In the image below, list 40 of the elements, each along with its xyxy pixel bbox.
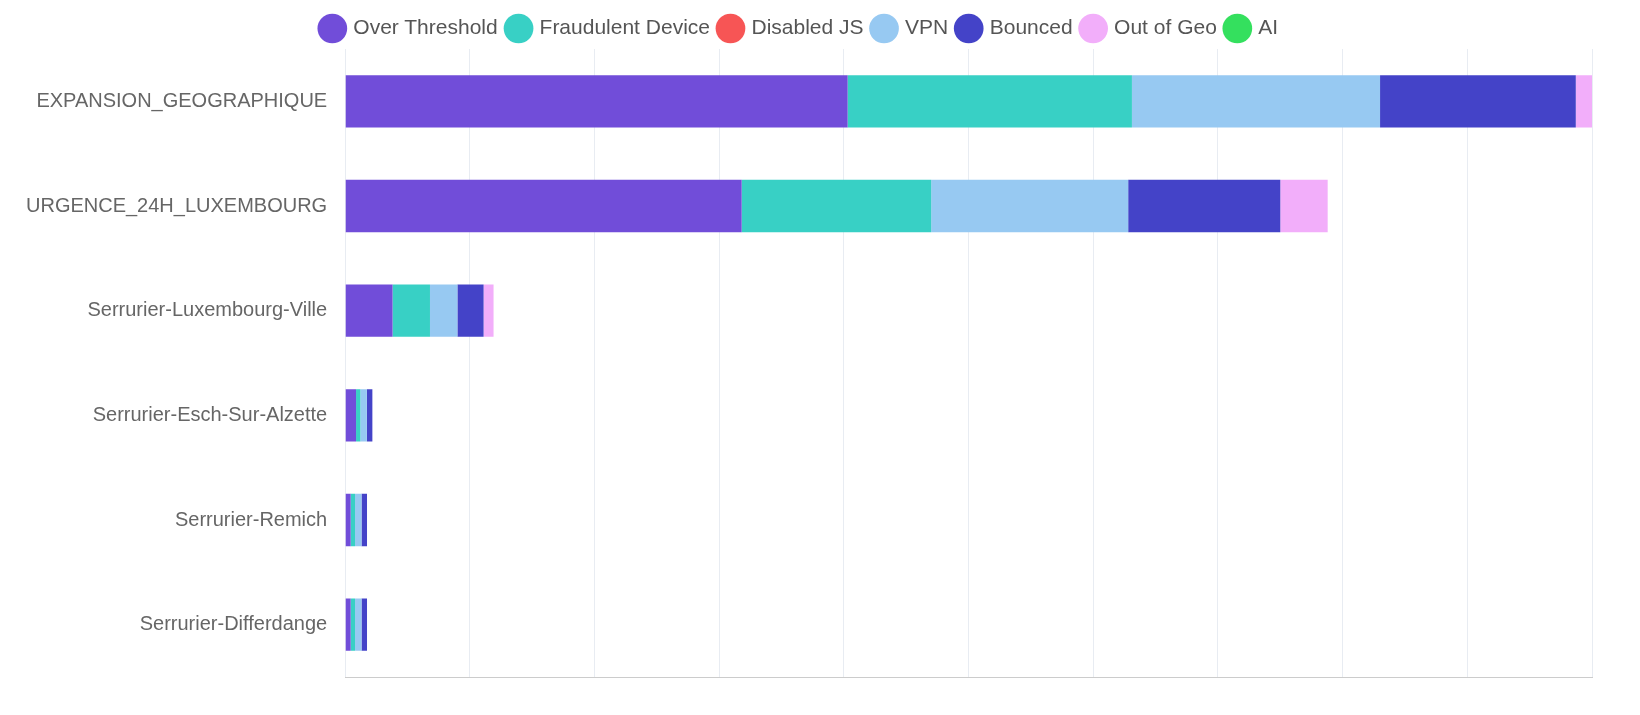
legend-label: Disabled JS: [751, 15, 864, 39]
bar: [345, 389, 357, 442]
y-tick-label: Serrurier-Esch-Sur-Alzette: [92, 402, 328, 425]
bar: [1575, 75, 1592, 128]
bar: [429, 284, 458, 337]
bar: [457, 284, 484, 337]
bar: [1128, 179, 1281, 233]
bar: [1280, 179, 1328, 233]
bar: [345, 598, 351, 651]
bar: [361, 493, 368, 547]
bar: [1131, 75, 1381, 128]
legend-label: Bounced: [989, 15, 1073, 39]
y-tick-label: EXPANSION_GEOGRAPHIQUE: [36, 88, 328, 112]
bar: [355, 598, 362, 651]
bar: [483, 284, 494, 337]
bar: [392, 284, 430, 337]
bar: [345, 493, 351, 547]
bar: [345, 179, 742, 233]
bar: [361, 598, 368, 651]
legend-label: Over Threshold: [353, 15, 498, 39]
y-tick-label: Serrurier-Luxembourg-Ville: [87, 298, 328, 321]
bar: [360, 389, 367, 442]
bar: [847, 75, 1132, 128]
bar: [741, 179, 932, 233]
legend-label: Fraudulent Device: [539, 15, 710, 39]
bar: [345, 75, 848, 128]
legend-label: VPN: [905, 15, 949, 39]
bar: [345, 284, 393, 337]
bar: [356, 389, 361, 442]
bar: [350, 493, 356, 547]
bar: [366, 389, 373, 442]
y-tick-label: URGENCE_24H_LUXEMBOURG: [25, 193, 328, 217]
y-tick-label: Serrurier-Remich: [174, 507, 328, 530]
bar: [355, 493, 362, 547]
bar: [1380, 75, 1576, 128]
y-tick-label: Serrurier-Differdange: [139, 612, 328, 635]
legend-label: Out of Geo: [1114, 15, 1217, 39]
legend-label: AI: [1258, 15, 1279, 39]
bar: [931, 179, 1129, 233]
bar: [350, 598, 356, 651]
